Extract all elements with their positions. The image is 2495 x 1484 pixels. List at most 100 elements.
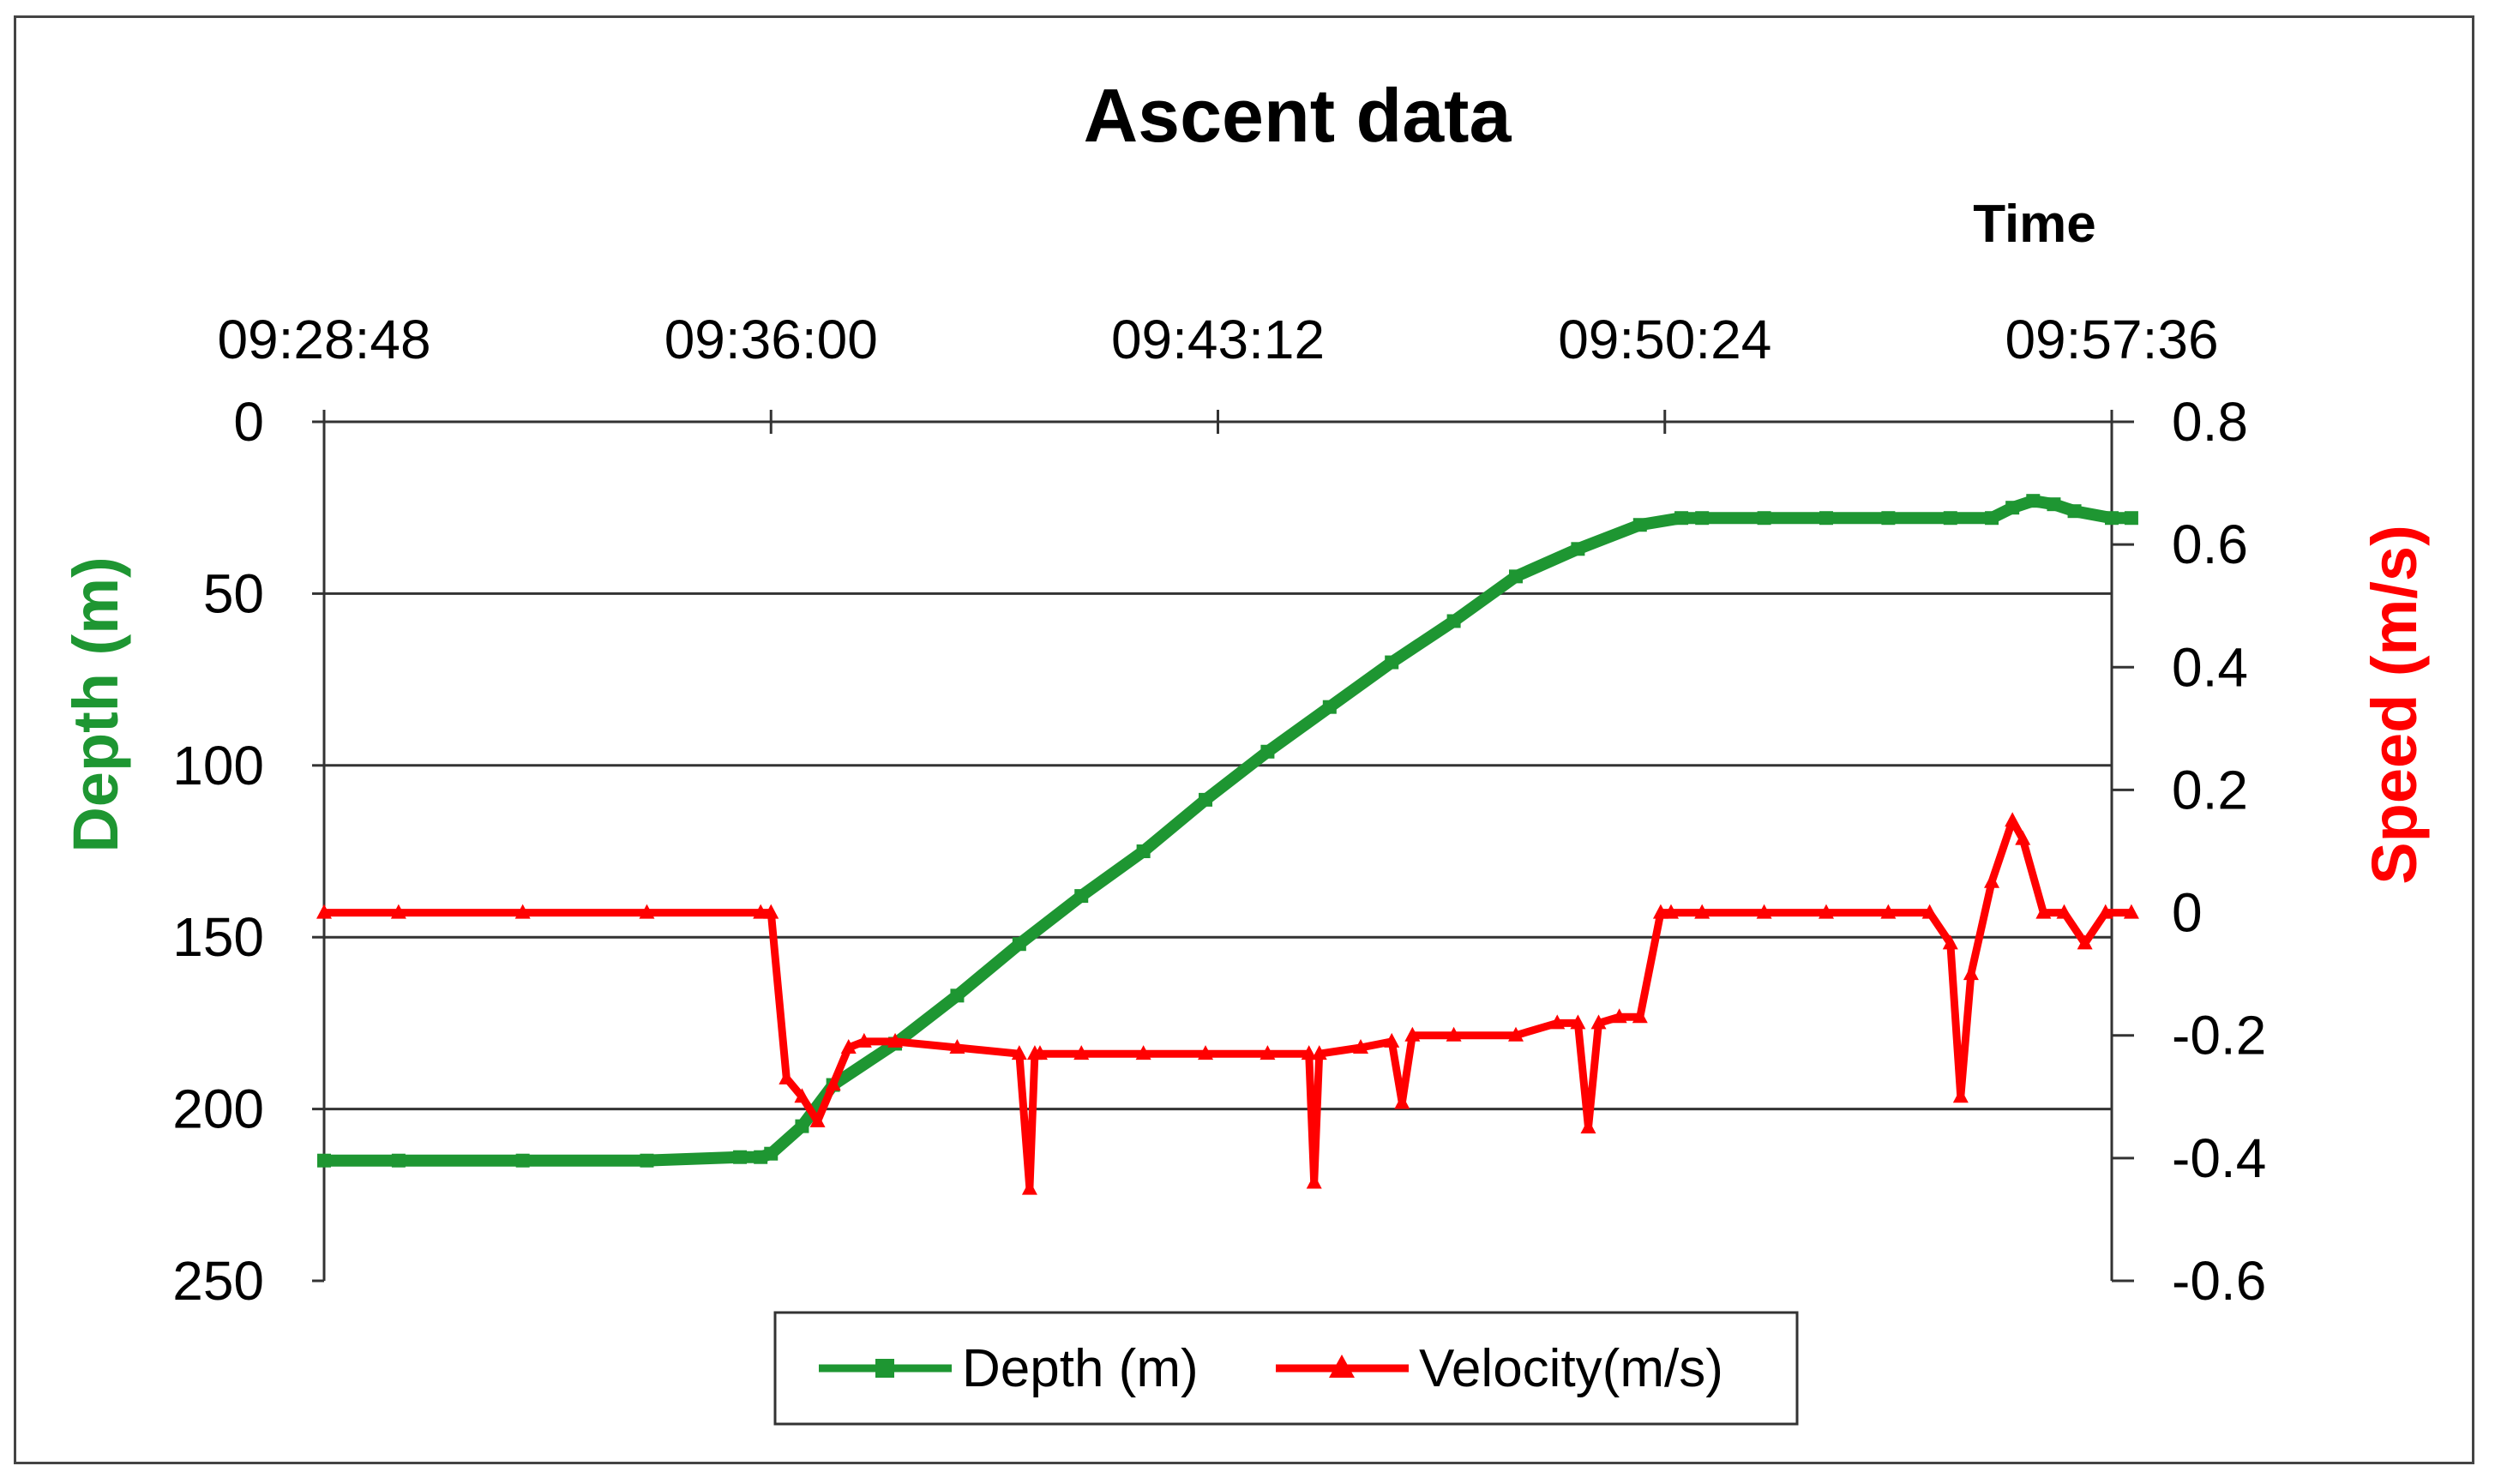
series-velocity-point-11 bbox=[856, 1032, 872, 1048]
series-depth-point-32 bbox=[2067, 504, 2082, 519]
x-tick-label-1: 09:36:00 bbox=[664, 309, 878, 370]
series-velocity-point-50 bbox=[2035, 904, 2052, 919]
series-velocity-point-24 bbox=[1311, 1045, 1327, 1060]
series-velocity-point-0 bbox=[316, 904, 332, 919]
y-right-tick-label-4: 0 bbox=[2172, 882, 2203, 944]
series-velocity-point-31 bbox=[1549, 1014, 1566, 1030]
series-velocity-point-18 bbox=[1073, 1045, 1090, 1060]
y-right-tick-label-5: -0.2 bbox=[2172, 1005, 2266, 1066]
series-depth-point-16 bbox=[1322, 700, 1337, 714]
series-depth-point-19 bbox=[1509, 569, 1523, 584]
y-left-tick-label-0: 0 bbox=[233, 391, 264, 453]
series-depth-point-31 bbox=[2047, 497, 2061, 512]
series-depth-point-10 bbox=[950, 988, 965, 1003]
series-velocity-point-45 bbox=[1952, 1088, 1969, 1103]
series-depth-point-29 bbox=[2005, 501, 2020, 515]
series-velocity-point-15 bbox=[1021, 1180, 1037, 1195]
series-depth-point-33 bbox=[2105, 511, 2119, 526]
series-depth-point-11 bbox=[1012, 937, 1026, 952]
series-velocity-point-41 bbox=[1818, 904, 1834, 919]
series-velocity-point-35 bbox=[1611, 1008, 1627, 1024]
series-depth-point-28 bbox=[1985, 511, 1999, 526]
series-depth-point-34 bbox=[2124, 511, 2138, 526]
series-velocity-point-7 bbox=[794, 1088, 810, 1103]
series-depth-point-30 bbox=[2026, 494, 2041, 508]
series-velocity-point-4 bbox=[753, 904, 769, 919]
y-right-tick-label-6: -0.4 bbox=[2172, 1127, 2266, 1189]
series-velocity-point-20 bbox=[1198, 1045, 1214, 1060]
y-left-tick-label-2: 100 bbox=[172, 735, 264, 796]
series-velocity-point-2 bbox=[514, 904, 531, 919]
y-right-tick-label-7: -0.6 bbox=[2172, 1250, 2266, 1312]
series-depth-point-26 bbox=[1881, 511, 1896, 526]
series-velocity-point-25 bbox=[1353, 1039, 1369, 1054]
series-depth-point-23 bbox=[1695, 511, 1710, 526]
series-velocity-point-13 bbox=[949, 1039, 965, 1054]
legend-velocity-label: Velocity(m/s) bbox=[1419, 1339, 1723, 1398]
series-velocity-point-42 bbox=[1880, 904, 1897, 919]
chart-frame bbox=[14, 15, 2474, 1464]
y-left-tick-label-3: 150 bbox=[172, 906, 264, 968]
series-velocity-point-5 bbox=[763, 904, 779, 919]
series-velocity-point-21 bbox=[1260, 1045, 1276, 1060]
y-right-axis-title: Speed (m/s) bbox=[2359, 525, 2430, 884]
series-velocity-point-34 bbox=[1590, 1014, 1607, 1030]
series-velocity-point-36 bbox=[1632, 1008, 1648, 1024]
series-depth-point-0 bbox=[317, 1153, 331, 1168]
series-depth-point-5 bbox=[754, 1150, 768, 1164]
series-velocity-point-26 bbox=[1384, 1032, 1400, 1048]
series-velocity-point-33 bbox=[1580, 1119, 1596, 1134]
series-velocity-point-10 bbox=[840, 1039, 857, 1054]
series-depth-point-6 bbox=[764, 1146, 779, 1161]
y-left-tick-label-5: 250 bbox=[172, 1250, 264, 1312]
series-velocity-point-52 bbox=[2077, 934, 2093, 950]
series-velocity-point-8 bbox=[809, 1112, 826, 1127]
x-tick-label-3: 09:50:24 bbox=[1558, 309, 1771, 370]
series-velocity-point-51 bbox=[2056, 904, 2072, 919]
series-velocity-point-1 bbox=[390, 904, 406, 919]
x-tick-label-0: 09:28:48 bbox=[217, 309, 430, 370]
y-left-tick-label-1: 50 bbox=[203, 562, 264, 624]
legend-depth-label: Depth (m) bbox=[962, 1339, 1199, 1398]
series-depth-point-14 bbox=[1199, 792, 1213, 807]
y-left-tick-label-4: 200 bbox=[172, 1078, 264, 1140]
x-tick-label-2: 09:43:12 bbox=[1111, 309, 1325, 370]
series-depth-point-22 bbox=[1674, 511, 1689, 526]
series-velocity-point-9 bbox=[825, 1075, 841, 1090]
series-velocity-point-29 bbox=[1446, 1026, 1462, 1042]
series-velocity-point-17 bbox=[1031, 1045, 1048, 1060]
x-axis-title: Time bbox=[1973, 195, 2096, 254]
series-velocity-point-30 bbox=[1508, 1026, 1524, 1042]
series-depth-point-1 bbox=[391, 1153, 406, 1168]
x-tick-label-4: 09:57:36 bbox=[2005, 309, 2218, 370]
y-left-axis-title: Depth (m) bbox=[60, 556, 131, 852]
series-depth-point-18 bbox=[1446, 614, 1461, 628]
series-velocity-line bbox=[320, 816, 2136, 1193]
series-velocity-point-14 bbox=[1011, 1045, 1027, 1060]
series-velocity-point-22 bbox=[1301, 1045, 1317, 1060]
axes: 09:28:48 09:36:00 09:43:12 09:50:24 09:57:36… bbox=[172, 309, 2266, 1312]
legend-depth-marker bbox=[875, 1359, 894, 1378]
series-velocity-point-37 bbox=[1652, 904, 1668, 919]
series-depth-point-21 bbox=[1632, 518, 1647, 532]
series-depth-point-27 bbox=[1943, 511, 1957, 526]
series-velocity-point-40 bbox=[1756, 904, 1772, 919]
series-velocity-point-23 bbox=[1306, 1174, 1322, 1189]
series-velocity-point-38 bbox=[1662, 904, 1679, 919]
series-velocity-point-48 bbox=[2005, 812, 2021, 827]
series-velocity-point-47 bbox=[1984, 873, 2000, 888]
series-depth-point-2 bbox=[515, 1153, 530, 1168]
series-depth-point-4 bbox=[733, 1150, 748, 1164]
series-velocity-point-44 bbox=[1942, 934, 1958, 950]
series-depth-point-20 bbox=[1571, 542, 1585, 556]
series-velocity-point-3 bbox=[639, 904, 655, 919]
series-velocity-point-49 bbox=[2015, 830, 2031, 845]
series-velocity-point-53 bbox=[2097, 904, 2113, 919]
y-right-tick-label-3: 0.2 bbox=[2172, 759, 2248, 820]
plot-series bbox=[316, 494, 2139, 1195]
series-velocity-point-28 bbox=[1404, 1026, 1421, 1042]
series-depth-point-13 bbox=[1136, 844, 1151, 858]
series-depth-point-12 bbox=[1074, 889, 1089, 904]
series-velocity-point-27 bbox=[1394, 1094, 1410, 1109]
